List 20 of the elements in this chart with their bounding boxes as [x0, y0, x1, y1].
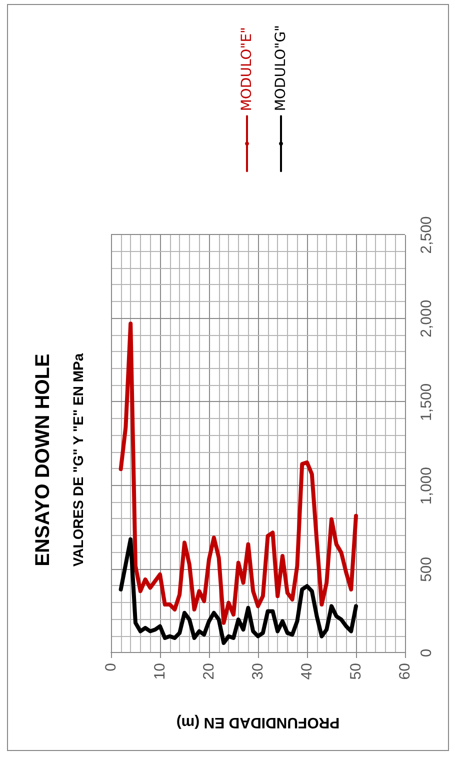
x-tick-label: 50 — [348, 663, 364, 680]
y-tick-label: 500 — [418, 556, 435, 582]
x-tick-label: 30 — [250, 663, 266, 680]
x-tick-label: 20 — [200, 663, 218, 680]
y-tick-label: 0 — [418, 648, 435, 658]
text: VALORES DE "G" Y "E" EN MPa — [70, 353, 86, 567]
x-axis-title: PROFUNDIDAD EN (m) — [176, 714, 340, 731]
line-series — [118, 322, 358, 625]
y-tick-label: 1,000 — [418, 467, 435, 505]
y-tick-label: 1,500 — [418, 383, 435, 421]
text: MODULO"G" — [273, 24, 289, 112]
y-tick-label: 2,000 — [418, 300, 435, 338]
y-tick-label: 2,500 — [418, 216, 435, 254]
text: ENSAYO DOWN HOLE — [32, 354, 54, 566]
x-tick-label: 0 — [102, 663, 120, 672]
line-series — [118, 537, 358, 645]
x-tick-label: 60 — [396, 663, 414, 680]
x-tick-label: 40 — [298, 663, 316, 680]
x-tick-label: 10 — [152, 663, 168, 680]
text: MODULO"E" — [239, 27, 255, 112]
